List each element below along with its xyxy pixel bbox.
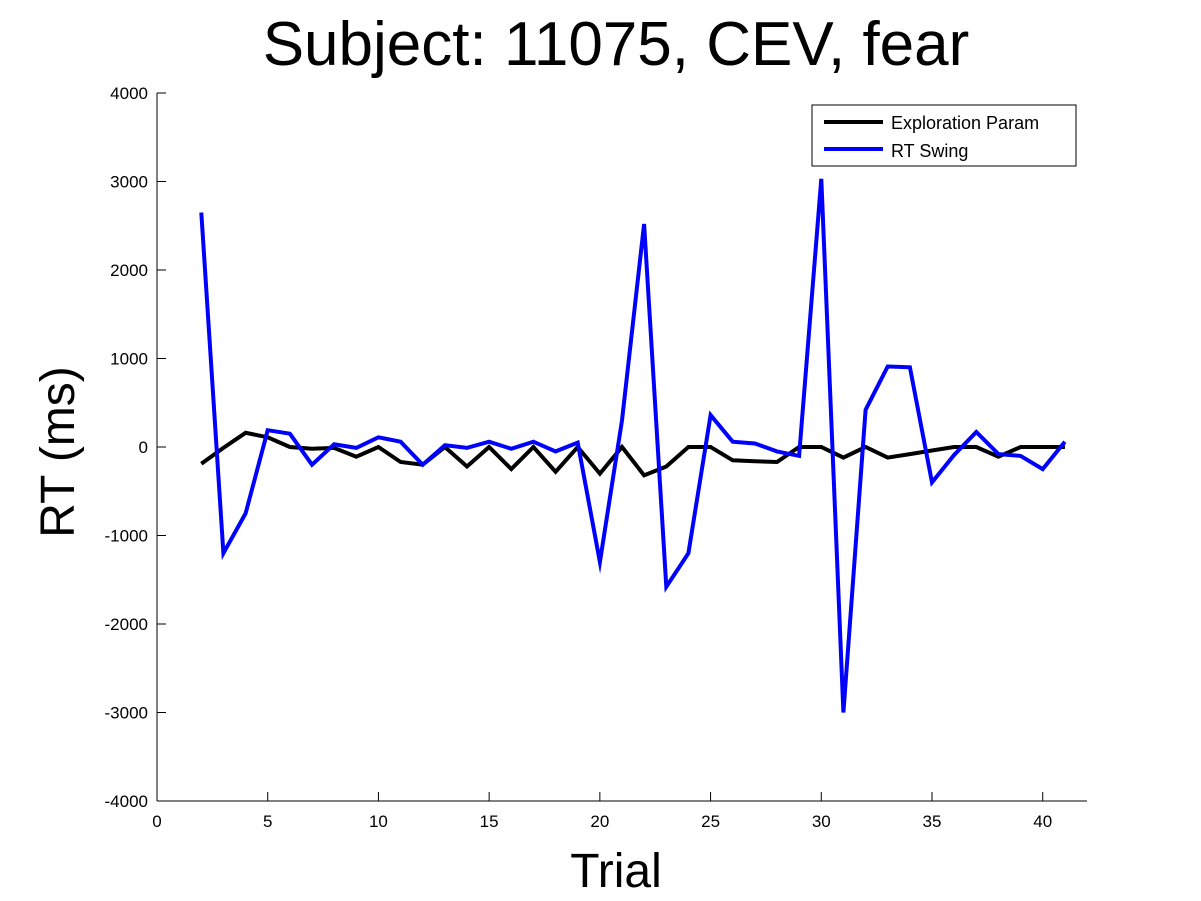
x-tick-label: 20 <box>590 812 609 831</box>
y-tick-label: -2000 <box>105 615 148 634</box>
x-ticks: 0 5 10 15 20 25 30 35 40 <box>152 792 1052 831</box>
y-tick-label: -4000 <box>105 792 148 811</box>
x-tick-label: 30 <box>812 812 831 831</box>
y-ticks: -4000 -3000 -2000 -1000 0 1000 2000 3000 4000 <box>105 84 166 811</box>
x-tick-label: 40 <box>1033 812 1052 831</box>
x-tick-label: 25 <box>701 812 720 831</box>
x-tick-label: 10 <box>369 812 388 831</box>
legend-label-exploration-param: Exploration Param <box>891 113 1039 133</box>
x-tick-label: 0 <box>152 812 161 831</box>
legend-box <box>811 104 1077 167</box>
y-tick-label: -1000 <box>105 527 148 546</box>
series-line-exploration-param <box>200 430 1065 478</box>
y-tick-label: 0 <box>139 438 148 457</box>
x-axis-label: Trial <box>570 845 662 898</box>
plot-area: 0 5 10 15 20 25 30 35 40 -4000 -3000 -2000 -1000 0 10… <box>105 84 1087 831</box>
y-axis-label: RT (ms) <box>32 366 85 538</box>
y-tick-label: 3000 <box>110 173 148 192</box>
y-tick-label: 4000 <box>110 84 148 103</box>
y-tick-label: 2000 <box>110 261 148 280</box>
y-tick-label: 1000 <box>110 350 148 369</box>
x-tick-label: 15 <box>480 812 499 831</box>
series-layer <box>199 178 1067 713</box>
series-line-rt-swing <box>199 178 1067 713</box>
x-tick-label: 5 <box>263 812 272 831</box>
legend: Exploration Param RT Swing <box>811 104 1077 167</box>
legend-label-rt-swing: RT Swing <box>891 141 968 161</box>
y-tick-label: -3000 <box>105 704 148 723</box>
chart-title: Subject: 11075, CEV, fear <box>263 10 970 79</box>
x-tick-label: 35 <box>923 812 942 831</box>
